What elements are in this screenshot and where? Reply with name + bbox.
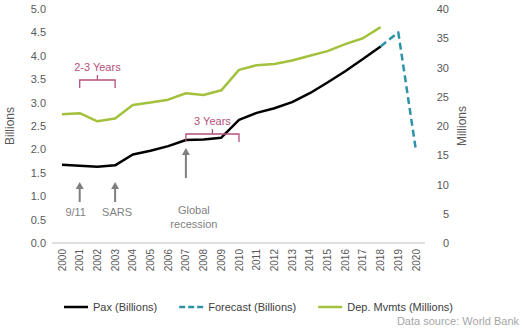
bracket <box>186 129 239 142</box>
legend-swatch <box>318 306 342 309</box>
arrow <box>185 154 187 178</box>
source-note: Data source: World Bank <box>397 315 520 327</box>
x-tick-label: 2019 <box>393 249 404 272</box>
y-tick-label: 3.0 <box>31 97 46 109</box>
y-tick-label: 2.5 <box>31 120 46 132</box>
y2-tick-label: 15 <box>437 149 449 161</box>
y-tick-label: 4.0 <box>31 50 46 62</box>
y-tick-label: 3.5 <box>31 73 46 85</box>
x-axis-line <box>52 243 425 244</box>
arrow-head <box>111 182 119 189</box>
y2-axis-title: Millions <box>455 106 469 146</box>
x-tick-label: 2003 <box>110 249 121 272</box>
legend-label: Dep. Mvmts (Millions) <box>347 301 453 313</box>
x-tick-label: 2012 <box>269 249 280 272</box>
y-tick-label: 0.0 <box>31 237 46 249</box>
plot-lines <box>62 27 416 167</box>
x-tick-label: 2005 <box>145 249 156 272</box>
x-tick-label: 2006 <box>163 249 174 272</box>
x-tick-label: 2009 <box>216 249 227 272</box>
annotation: SARS <box>102 206 132 218</box>
bracket <box>80 75 115 88</box>
x-tick-label: 2018 <box>375 249 386 272</box>
x-tick-label: 2014 <box>304 249 315 272</box>
series-line <box>381 32 416 150</box>
y-tick-label: 2.0 <box>31 143 46 155</box>
series-line <box>62 46 381 166</box>
series-line <box>62 27 381 121</box>
arrow-head <box>76 182 84 189</box>
x-tick-label: 2002 <box>92 249 103 272</box>
legend-label: Pax (Billions) <box>93 301 157 313</box>
y2-tick-label: 35 <box>437 32 449 44</box>
annotation: 9/11 <box>65 206 86 218</box>
y2-tick-label: 20 <box>437 120 449 132</box>
y-axis-title: Billions <box>3 107 17 145</box>
x-tick-label: 2011 <box>251 249 262 271</box>
y2-tick-label: 0 <box>443 237 449 249</box>
y2-tick-label: 40 <box>437 3 449 15</box>
y-tick-label: 4.5 <box>31 26 46 38</box>
arrow-head <box>182 148 190 155</box>
x-tick-label: 2001 <box>74 249 85 272</box>
y2-tick-label: 30 <box>437 62 449 74</box>
y-tick-label: 1.5 <box>31 167 46 179</box>
x-tick-label: 2016 <box>340 249 351 272</box>
x-tick-label: 2013 <box>287 249 298 272</box>
y-tick-label: 1.0 <box>31 190 46 202</box>
x-tick-label: 2010 <box>234 249 245 272</box>
y2-tick-label: 10 <box>437 179 449 191</box>
legend-swatch <box>179 306 203 309</box>
y2-tick-label: 5 <box>443 208 449 220</box>
y2-tick-label: 25 <box>437 91 449 103</box>
x-tick-label: 2008 <box>198 249 209 272</box>
annotation: Globalrecession <box>170 204 217 230</box>
annotation: 3 Years <box>194 115 231 127</box>
chart: 0.0 0.5 1.0 1.5 2.0 2.5 3.0 3.5 4.0 4.5 5.0 0 5 10 15 2… <box>0 0 524 331</box>
y-tick-label: 5.0 <box>31 3 46 15</box>
legend-label: Forecast (Billions) <box>208 301 296 313</box>
x-tick-label: 2017 <box>357 249 368 272</box>
x-tick-label: 2020 <box>411 249 422 272</box>
x-tick-label: 2015 <box>322 249 333 272</box>
x-tick-label: 2004 <box>127 249 138 272</box>
annotation: 2-3 Years <box>74 61 121 73</box>
legend-swatch <box>64 306 88 309</box>
arrow <box>79 188 81 202</box>
arrow <box>114 188 116 202</box>
x-tick-label: 2007 <box>180 249 191 272</box>
y-tick-label: 0.5 <box>31 214 46 226</box>
x-tick-label: 2000 <box>57 249 68 272</box>
